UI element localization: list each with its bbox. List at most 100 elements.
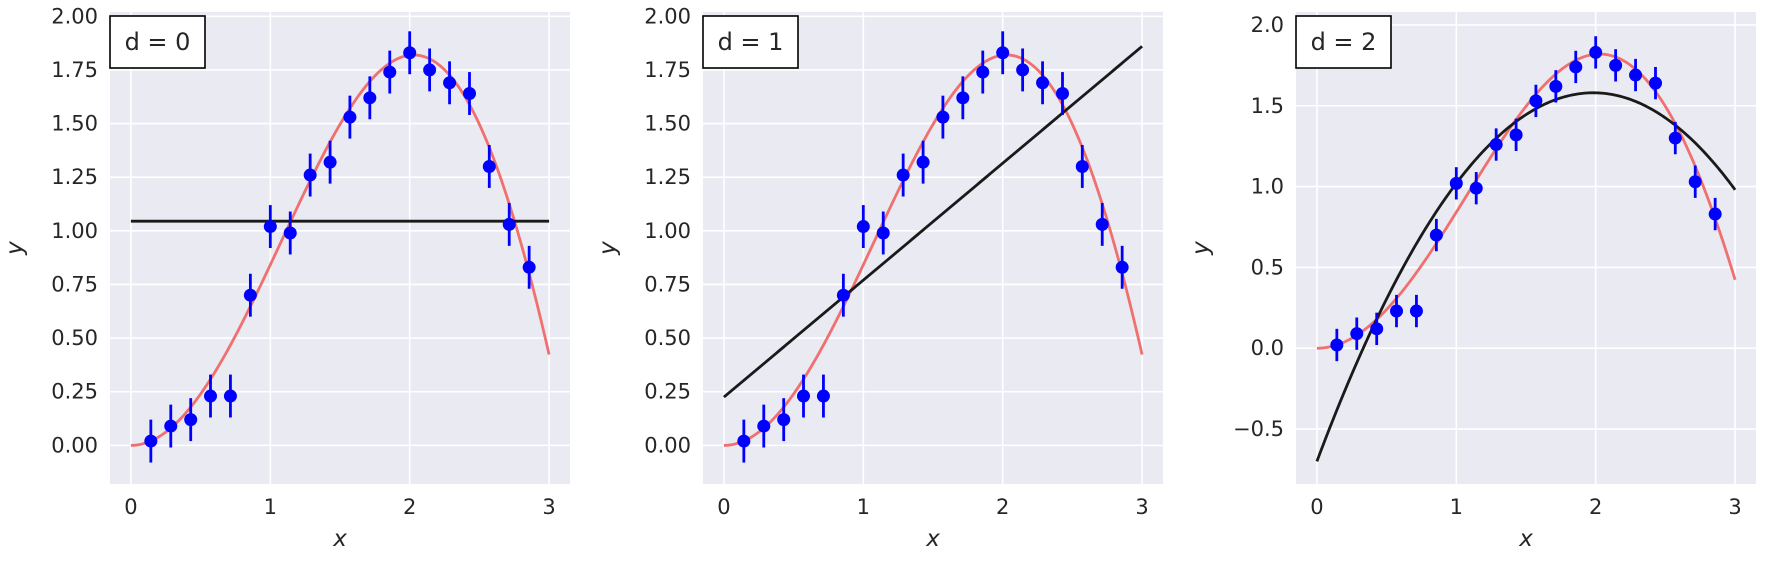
- y-tick-label: 0.75: [51, 272, 98, 296]
- y-tick-label: 0.75: [644, 272, 691, 296]
- data-point: [856, 220, 870, 234]
- y-tick-label: 0.50: [644, 326, 691, 350]
- y-tick-label: 1.50: [51, 112, 98, 136]
- data-point: [1350, 327, 1364, 341]
- data-point: [502, 217, 516, 231]
- data-point: [757, 419, 771, 433]
- data-point: [1036, 76, 1050, 90]
- x-axis-label: x: [332, 526, 347, 552]
- data-point: [996, 46, 1010, 60]
- data-point: [1589, 45, 1603, 59]
- y-tick-label: 0.00: [644, 433, 691, 457]
- data-point: [976, 65, 990, 79]
- data-point: [1330, 338, 1344, 352]
- data-point: [1449, 176, 1463, 190]
- x-tick-label: 2: [1589, 495, 1602, 519]
- panel-0: 0 1 2 3 0.00 0.25 0.50 0.75 1.00 1.25 1.50 1.75 2.00…: [2, 4, 570, 552]
- y-tick-label: 1.50: [644, 112, 691, 136]
- y-tick-label: 0.25: [644, 380, 691, 404]
- y-tick-label: −0.5: [1233, 417, 1284, 441]
- data-point: [204, 389, 218, 403]
- data-point: [936, 110, 950, 124]
- data-point: [164, 419, 178, 433]
- data-point: [343, 110, 357, 124]
- data-point: [777, 413, 791, 427]
- y-axis-label: y: [2, 241, 28, 256]
- x-tick-label: 1: [857, 495, 870, 519]
- data-point: [876, 226, 890, 240]
- data-point: [383, 65, 397, 79]
- data-point: [836, 288, 850, 302]
- x-axis-label: x: [925, 526, 940, 552]
- y-tick-label: 0.0: [1251, 336, 1284, 360]
- data-point: [1429, 228, 1443, 242]
- data-point: [423, 63, 437, 77]
- true-curve-line: [1316, 52, 1737, 350]
- data-point: [303, 168, 317, 182]
- data-point: [1668, 131, 1682, 145]
- x-tick-label: 0: [124, 495, 137, 519]
- data-point: [896, 168, 910, 182]
- x-tick-label: 0: [717, 495, 730, 519]
- data-point: [522, 260, 536, 274]
- y-tick-label: 0.25: [51, 380, 98, 404]
- panel-2: 0 1 2 3 −0.5 0.0 0.5 1.0 1.5 2.0 x y d = 2: [1188, 12, 1756, 552]
- y-tick-label: 0.00: [51, 433, 98, 457]
- data-point: [1629, 68, 1643, 82]
- data-point: [956, 91, 970, 105]
- data-point: [1708, 207, 1722, 221]
- y-tick-label: 1.75: [51, 58, 98, 82]
- x-axis-label: x: [1518, 526, 1533, 552]
- data-point: [1409, 304, 1423, 318]
- polynomial-fit-line: [723, 45, 1143, 399]
- x-tick-label: 3: [542, 495, 555, 519]
- degree-label-box: [109, 15, 206, 69]
- panel-1: 0 1 2 3 0.00 0.25 0.50 0.75 1.00 1.25 1.50 1.75 2.00…: [595, 4, 1163, 552]
- x-tick-label: 1: [264, 495, 277, 519]
- degree-label-text: d = 0: [125, 28, 191, 56]
- data-point: [1489, 138, 1503, 152]
- data-point: [1016, 63, 1030, 77]
- degree-label-text: d = 1: [718, 28, 784, 56]
- x-tick-label: 0: [1310, 495, 1323, 519]
- data-point: [223, 389, 237, 403]
- data-point: [443, 76, 457, 90]
- y-tick-label: 2.00: [644, 4, 691, 28]
- plot-background: [1296, 12, 1756, 484]
- data-point: [323, 155, 337, 169]
- y-tick-label: 2.0: [1251, 13, 1284, 37]
- data-point: [797, 389, 811, 403]
- data-point: [1688, 175, 1702, 189]
- data-point: [1075, 159, 1089, 173]
- x-tick-label: 3: [1728, 495, 1741, 519]
- data-point: [1370, 322, 1384, 336]
- data-point: [363, 91, 377, 105]
- data-point: [263, 220, 277, 234]
- y-tick-label: 1.00: [644, 219, 691, 243]
- y-tick-label: 1.25: [644, 165, 691, 189]
- data-point: [482, 159, 496, 173]
- data-point: [1609, 58, 1623, 72]
- y-tick-label: 2.00: [51, 4, 98, 28]
- data-point: [403, 46, 417, 60]
- degree-label-box: [1295, 15, 1392, 69]
- x-tick-label: 2: [403, 495, 416, 519]
- data-point: [816, 389, 830, 403]
- true-curve-line: [130, 53, 551, 447]
- x-tick-label: 3: [1135, 495, 1148, 519]
- y-tick-label: 1.0: [1251, 175, 1284, 199]
- x-tick-label: 1: [1450, 495, 1463, 519]
- y-axis-label: y: [1188, 241, 1214, 256]
- data-point: [1055, 87, 1069, 101]
- degree-label-box: [702, 15, 799, 69]
- plot-background: [110, 12, 570, 484]
- polynomial-fit-line: [1315, 91, 1737, 462]
- y-tick-label: 1.25: [51, 165, 98, 189]
- data-point: [462, 87, 476, 101]
- data-point: [1469, 181, 1483, 195]
- y-axis-label: y: [595, 241, 621, 256]
- data-point: [1509, 128, 1523, 142]
- data-point: [1529, 94, 1543, 108]
